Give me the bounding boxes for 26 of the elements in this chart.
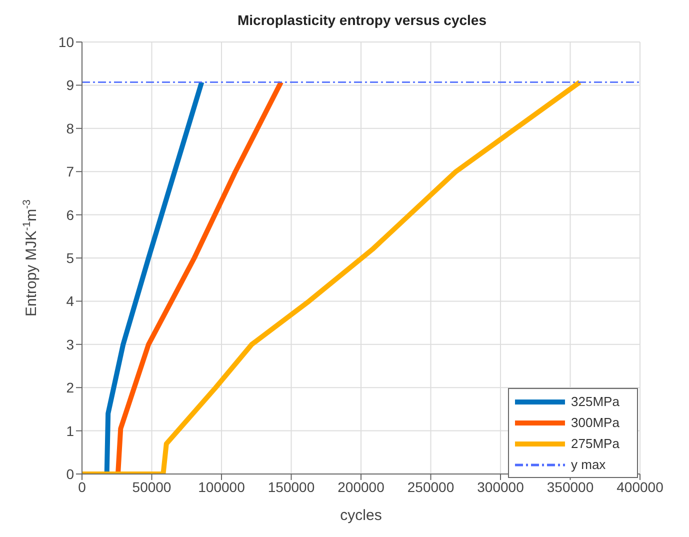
y-tick-label: 5 [66,250,74,266]
x-tick-label: 350000 [546,478,594,495]
x-tick-label: 200000 [338,478,385,495]
x-tick-label: 250000 [407,478,454,495]
x-tick-label: 50000 [132,478,172,495]
legend-label: 325MPa [571,394,620,409]
y-tick-label: 3 [66,336,74,352]
y-tick-label: 10 [58,34,74,50]
y-tick-label: 9 [66,77,74,94]
y-tick-label: 4 [66,293,74,310]
y-tick-label: 0 [66,466,74,482]
legend-label: 275MPa [571,436,620,451]
y-tick-label: 1 [66,422,74,439]
y-tick-label: 2 [66,380,74,396]
x-tick-label: 100000 [198,478,246,495]
x-tick-label: 300000 [477,478,524,495]
x-tick-label: 150000 [268,478,315,495]
y-tick-label: 6 [66,206,74,223]
chart-title: Microplasticity entropy versus cycles [236,12,488,28]
legend-label: y max [571,457,607,472]
y-tick-label: 8 [66,120,74,136]
x-axis-title: cycles [340,507,382,524]
x-tick-label: 400000 [616,478,664,495]
x-tick-label: 0 [78,478,86,495]
y-tick-label: 7 [66,164,74,180]
legend-label: 300MPa [571,415,620,430]
